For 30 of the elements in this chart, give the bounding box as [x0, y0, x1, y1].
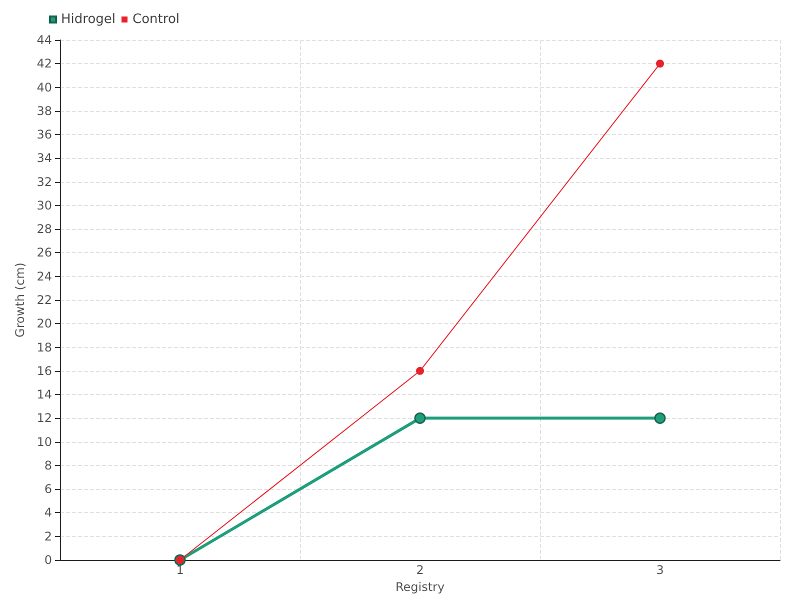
y-tick-label: 36 [36, 128, 52, 142]
y-tick-label: 34 [36, 151, 52, 166]
y-tick-label: 10 [36, 434, 52, 449]
y-axis-title: Growth (cm) [12, 262, 27, 338]
legend-label: Hidrogel [61, 12, 116, 27]
y-tick-label: 16 [36, 364, 52, 378]
y-tick-label: 38 [36, 104, 52, 118]
y-tick-label: 40 [36, 80, 52, 94]
x-tick-label: 3 [656, 563, 664, 577]
y-tick-label: 14 [36, 388, 52, 402]
y-tick-label: 2 [44, 529, 52, 544]
y-tick-label: 6 [44, 482, 52, 496]
x-axis-title: Registry [395, 580, 445, 594]
y-tick-label: 24 [36, 269, 52, 284]
y-tick-label: 8 [44, 458, 52, 472]
y-tick-label: 42 [36, 56, 52, 71]
y-tick-label: 22 [36, 293, 52, 307]
y-tick-label: 20 [36, 316, 52, 331]
x-tick-label: 1 [176, 563, 184, 577]
y-tick-label: 26 [36, 246, 52, 260]
y-tick-label: 30 [36, 198, 52, 212]
y-tick-label: 4 [44, 506, 52, 520]
y-tick-label: 28 [36, 222, 52, 236]
y-tick-label: 18 [36, 340, 52, 354]
y-tick-label: 0 [44, 553, 52, 567]
y-tick-label: 32 [36, 174, 52, 189]
x-tick-label: 2 [416, 563, 424, 577]
y-tick-label: 44 [36, 33, 52, 47]
legend-label: Control [132, 12, 180, 27]
y-tick-label: 12 [36, 411, 52, 426]
